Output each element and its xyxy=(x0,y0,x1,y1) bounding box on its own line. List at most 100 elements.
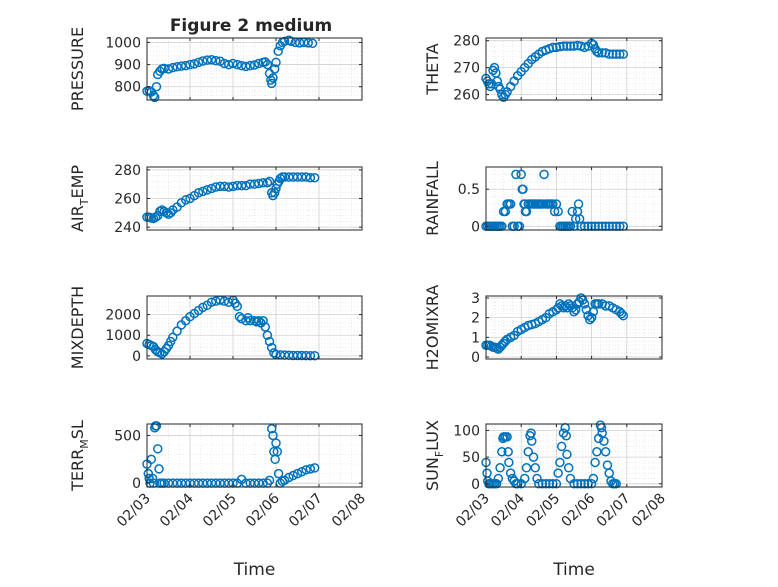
y-axis-label: RAINFALL xyxy=(423,161,442,236)
x-tick-label: 02/03 xyxy=(114,491,154,531)
data-point xyxy=(249,179,260,189)
data-point xyxy=(271,57,281,68)
data-point xyxy=(211,55,221,66)
data-point xyxy=(551,42,562,53)
data-point xyxy=(571,305,581,315)
data-point xyxy=(180,195,191,205)
x-axis-label: Time xyxy=(552,560,595,580)
plot-area xyxy=(147,424,362,487)
y-tick-label: 2 xyxy=(471,311,480,327)
data-point xyxy=(309,463,320,473)
data-point xyxy=(262,178,273,188)
data-point xyxy=(232,301,243,312)
y-tick-label: 0 xyxy=(471,350,480,366)
data-point xyxy=(586,312,597,323)
subplot-terr_msl: 0 500 02/03 02/04 02/05 02/06 02/07 02/08 TERRMS… xyxy=(68,420,369,580)
data-point xyxy=(301,465,311,475)
data-point xyxy=(297,466,307,477)
axes-box xyxy=(485,295,663,360)
data-point xyxy=(579,479,590,489)
data-point xyxy=(268,73,278,83)
data-point xyxy=(505,199,516,209)
data-point xyxy=(544,479,555,489)
data-point xyxy=(593,48,604,58)
data-point xyxy=(539,169,549,180)
data-point xyxy=(579,299,590,309)
data-point xyxy=(286,36,296,47)
data-point xyxy=(262,330,273,340)
data-point xyxy=(266,424,277,434)
x-axis-label: Time xyxy=(233,560,276,580)
data-point xyxy=(611,479,621,489)
data-point xyxy=(611,49,621,59)
data-point xyxy=(534,479,544,489)
data-point xyxy=(562,449,572,460)
data-point xyxy=(273,46,283,57)
data-point xyxy=(198,56,208,66)
data-point xyxy=(576,479,586,489)
data-point xyxy=(249,60,260,70)
data-point xyxy=(586,479,597,489)
plot-area xyxy=(147,296,362,359)
data-point xyxy=(519,473,530,484)
data-point xyxy=(558,428,569,438)
y-tick-label: 260 xyxy=(453,88,480,104)
data-point xyxy=(497,447,507,457)
data-point xyxy=(548,479,558,489)
y-axis-label: PRESSURE xyxy=(68,27,87,111)
y-tick-label: 1 xyxy=(471,330,480,346)
data-point xyxy=(502,432,512,442)
data-point xyxy=(569,41,579,51)
data-point xyxy=(206,297,217,307)
y-axis-label: THETA xyxy=(423,43,442,95)
y-tick-label: 240 xyxy=(114,220,141,236)
data-point xyxy=(558,41,569,51)
y-tick-label: 900 xyxy=(114,58,141,74)
y-axis-label: SUNFLUX xyxy=(423,420,446,491)
data-point xyxy=(260,322,270,332)
data-point xyxy=(241,61,251,72)
data-point xyxy=(193,188,204,198)
data-point xyxy=(241,180,251,191)
data-point xyxy=(307,38,318,49)
data-point xyxy=(503,447,513,457)
data-point xyxy=(511,169,521,180)
subplot-mixdepth: 0 1000 2000 MIXDEPTH xyxy=(68,286,363,369)
data-point xyxy=(266,78,277,89)
data-point xyxy=(516,169,526,180)
subplot-pressure: 800 900 1000 PRESSURE xyxy=(68,27,363,111)
data-point xyxy=(172,326,182,336)
y-axis-label: MIXDEPTH xyxy=(68,286,87,369)
data-point xyxy=(168,62,178,73)
data-point xyxy=(272,446,283,457)
data-point xyxy=(260,57,270,67)
data-point xyxy=(604,49,614,59)
data-point xyxy=(555,41,565,52)
axes-box xyxy=(146,37,363,101)
data-point xyxy=(495,463,505,473)
data-point xyxy=(284,472,294,483)
data-point xyxy=(151,81,162,92)
x-tick-label: 02/06 xyxy=(243,490,283,530)
y-tick-label: 0.5 xyxy=(458,182,480,198)
data-point xyxy=(592,46,602,57)
data-point xyxy=(245,60,255,71)
data-point xyxy=(236,180,247,191)
data-point xyxy=(563,463,574,473)
data-point xyxy=(202,185,212,195)
data-point xyxy=(555,457,565,468)
data-point xyxy=(269,64,280,74)
data-point xyxy=(269,188,280,198)
subplot-h2omixra: 0 1 2 3 H2OMIXRA xyxy=(423,285,663,371)
data-point xyxy=(180,60,191,71)
data-point xyxy=(548,42,558,53)
data-point xyxy=(615,49,625,59)
data-point xyxy=(618,49,629,59)
x-tick-label: 02/08 xyxy=(629,491,669,531)
data-point xyxy=(618,310,629,321)
y-tick-label: 100 xyxy=(453,423,480,439)
data-point xyxy=(176,61,187,71)
data-point xyxy=(232,59,243,70)
y-axis-label: H2OMIXRA xyxy=(423,285,442,371)
y-tick-label: 500 xyxy=(114,428,141,444)
